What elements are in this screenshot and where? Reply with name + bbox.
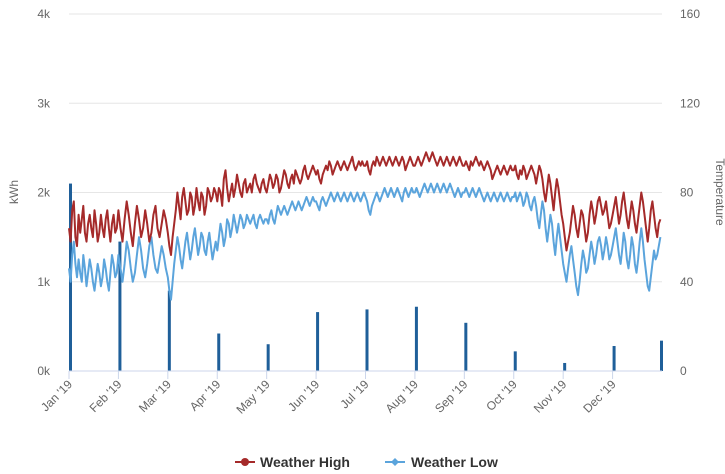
- kwh-bar: [660, 340, 663, 371]
- left-axis: 0k 1k 2k 3k 4k: [37, 7, 51, 378]
- legend-low-marker: [391, 458, 399, 466]
- x-tick-label: May '19: [233, 377, 273, 417]
- left-tick-label: 2k: [37, 186, 51, 200]
- right-tick-label: 120: [680, 96, 700, 110]
- legend-low-label: Weather Low: [411, 454, 498, 470]
- kwh-bar: [167, 290, 171, 371]
- kwh-bar: [513, 351, 517, 371]
- right-axis: 0 40 80 120 160: [680, 7, 700, 378]
- x-tick-label: Mar '19: [136, 377, 174, 415]
- x-tick-label: Jul '19: [337, 377, 371, 411]
- x-tick-label: Dec '19: [580, 377, 619, 416]
- kwh-bar: [118, 241, 122, 371]
- x-tick-label: Aug '19: [383, 377, 422, 416]
- left-tick-label: 0k: [37, 364, 51, 378]
- kwh-bar: [414, 306, 418, 371]
- temperature-lines: [68, 151, 662, 301]
- weather-low-line[interactable]: [68, 182, 662, 301]
- right-tick-label: 0: [680, 364, 687, 378]
- right-axis-title: Temperature: [713, 158, 725, 226]
- right-tick-label: 80: [680, 186, 694, 200]
- x-tick-label: Feb '19: [87, 377, 125, 415]
- left-tick-label: 1k: [37, 275, 51, 289]
- x-tick-label: Oct '19: [483, 377, 520, 414]
- x-tick-label: Apr '19: [187, 377, 224, 414]
- left-tick-label: 3k: [37, 96, 51, 110]
- kwh-bar: [365, 309, 369, 371]
- x-tick-label: Jun '19: [285, 377, 322, 414]
- legend-high-label: Weather High: [260, 454, 350, 470]
- kwh-bar: [612, 346, 616, 371]
- kwh-bar: [563, 362, 567, 371]
- legend-item-weather-high[interactable]: Weather High: [235, 454, 350, 470]
- legend[interactable]: Weather High Weather Low: [235, 454, 498, 470]
- legend-item-weather-low[interactable]: Weather Low: [385, 454, 498, 470]
- right-tick-label: 160: [680, 7, 700, 21]
- legend-high-marker: [241, 458, 249, 466]
- kwh-bar: [217, 333, 221, 371]
- left-axis-title: kWh: [7, 180, 21, 204]
- weather-high-line[interactable]: [68, 151, 662, 256]
- kwh-bar: [464, 322, 468, 371]
- x-tick-label: Jan '19: [38, 377, 75, 414]
- kwh-bar: [316, 312, 320, 371]
- right-tick-label: 40: [680, 275, 694, 289]
- x-tick-label: Sep '19: [432, 377, 471, 416]
- x-axis: Jan '19 Feb '19 Mar '19 Apr '19 May '19 Jun '…: [38, 370, 662, 417]
- left-tick-label: 4k: [37, 7, 51, 21]
- kwh-bar: [266, 344, 270, 371]
- x-tick-label: Nov '19: [531, 377, 570, 416]
